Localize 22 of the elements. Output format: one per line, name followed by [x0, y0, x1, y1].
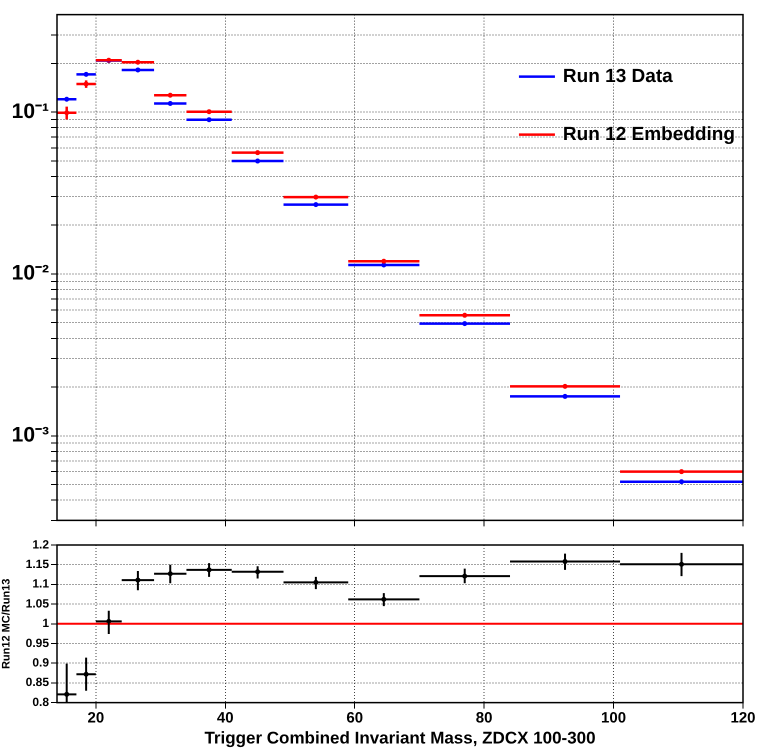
y-tick-label: 10⁻² [12, 262, 49, 285]
y-tick-label: 1.05 [26, 596, 50, 610]
x-tick-label: 40 [216, 710, 234, 727]
legend-label: Run 12 Embedding [562, 124, 736, 145]
x-tick-label: 120 [730, 710, 756, 727]
y-tick-label: 10⁻³ [12, 424, 49, 447]
x-tick-label: 60 [346, 710, 364, 727]
legend-label: Run 13 Data [562, 66, 674, 87]
y-tick-label: 0.9 [32, 656, 50, 670]
y-axis-title: Run12 MC/Run13 [0, 578, 13, 670]
y-tick-label: 10⁻¹ [12, 100, 49, 123]
y-tick-label: 0.95 [26, 636, 50, 650]
x-axis-title: Trigger Combined Invariant Mass, ZDCX 100-300 [204, 728, 596, 748]
y-tick-label: 0.85 [26, 675, 50, 690]
y-tick-label: 0.8 [32, 694, 50, 709]
x-tick-label: 80 [476, 710, 492, 727]
y-tick-label: 1.1 [32, 576, 50, 591]
y-tick-label: 1 [42, 616, 50, 630]
x-tick-label: 20 [87, 710, 104, 727]
y-tick-label: 1.2 [32, 537, 50, 552]
x-tick-label: 100 [601, 710, 626, 727]
y-tick-label: 1.15 [26, 557, 50, 572]
